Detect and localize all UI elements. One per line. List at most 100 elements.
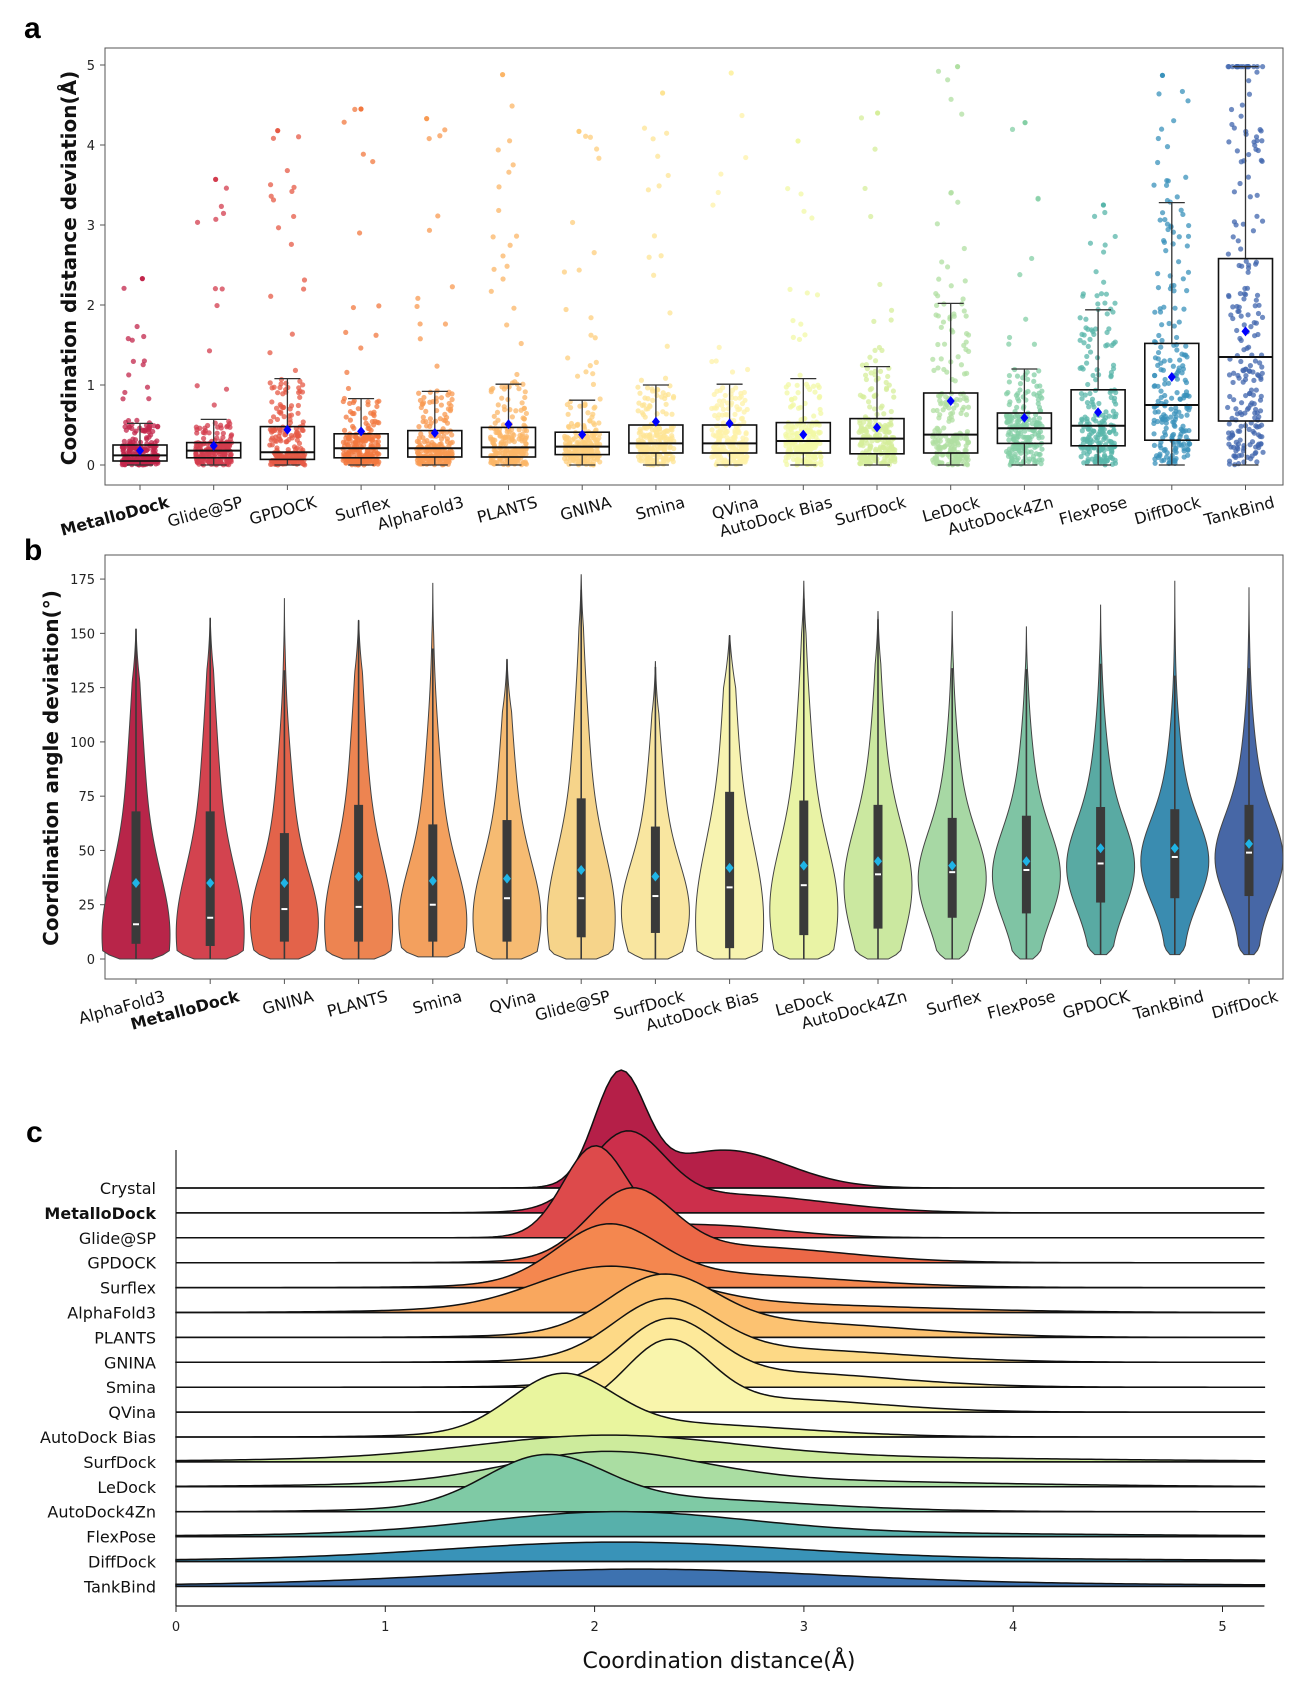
data-point <box>1250 392 1256 398</box>
data-point <box>737 406 743 412</box>
data-point <box>341 119 347 125</box>
data-point <box>818 410 824 416</box>
mean-marker <box>578 429 587 440</box>
data-point <box>944 441 950 447</box>
data-point <box>566 449 572 455</box>
data-point <box>223 185 229 191</box>
ridge-density <box>175 1450 1266 1488</box>
data-point <box>361 442 367 448</box>
data-point <box>1182 377 1188 383</box>
data-point <box>368 410 374 416</box>
mean-marker <box>283 424 292 435</box>
data-point <box>1254 292 1261 298</box>
data-point <box>961 461 967 467</box>
ridge-label: SurfDock <box>83 1453 156 1472</box>
data-point <box>134 417 140 424</box>
data-point <box>879 347 885 353</box>
data-point <box>651 233 658 239</box>
panel-label-b: b <box>24 534 42 567</box>
data-point <box>515 455 522 461</box>
data-point <box>871 318 877 324</box>
data-point <box>1246 151 1252 158</box>
data-point <box>1006 372 1013 379</box>
data-point <box>1087 240 1094 246</box>
data-point <box>963 339 969 345</box>
data-point <box>1245 312 1251 318</box>
data-point <box>1253 423 1259 429</box>
data-point <box>1241 347 1247 353</box>
data-point <box>1079 364 1085 371</box>
data-point <box>949 410 956 416</box>
violin-iqr-box <box>873 804 883 929</box>
data-point <box>877 281 883 288</box>
data-point <box>709 427 715 433</box>
data-point <box>795 390 801 396</box>
data-point <box>594 146 600 152</box>
y-tick-label: 175 <box>70 573 95 588</box>
data-point <box>513 448 519 454</box>
data-point <box>375 433 381 440</box>
data-point <box>1082 414 1088 420</box>
box <box>849 417 905 455</box>
data-point <box>277 436 283 442</box>
data-point <box>1079 331 1085 338</box>
data-point <box>376 303 382 309</box>
data-point <box>565 355 571 361</box>
data-point <box>1031 416 1037 423</box>
data-point <box>1250 428 1256 435</box>
mean-marker <box>132 878 140 889</box>
data-point <box>943 394 949 400</box>
data-point <box>1087 349 1094 355</box>
data-point <box>963 455 969 461</box>
data-point <box>940 319 947 325</box>
data-point <box>891 394 897 400</box>
data-point <box>930 356 936 362</box>
data-point <box>1107 390 1113 396</box>
data-point <box>597 459 603 465</box>
data-point <box>297 394 303 400</box>
data-point <box>933 290 939 297</box>
data-point <box>194 219 201 225</box>
data-point <box>1185 269 1192 275</box>
data-point <box>1163 399 1169 405</box>
data-point <box>211 402 217 408</box>
data-point <box>133 461 140 467</box>
data-point <box>803 381 810 387</box>
data-point <box>197 445 203 451</box>
data-point <box>194 383 200 389</box>
data-point <box>1239 452 1245 458</box>
data-point <box>429 448 435 454</box>
data-point <box>275 128 281 134</box>
x-tick-label: 1 <box>381 1620 389 1635</box>
data-point <box>423 418 429 425</box>
data-point <box>1087 390 1093 397</box>
data-point <box>1017 272 1023 278</box>
data-point <box>1243 258 1249 264</box>
x-tick-label: QVina <box>487 987 538 1018</box>
data-point <box>1246 91 1253 97</box>
data-point <box>1184 354 1190 360</box>
data-point <box>1238 423 1244 429</box>
data-point <box>300 452 306 459</box>
data-point <box>1258 157 1264 163</box>
data-point <box>716 398 723 404</box>
data-point <box>1231 397 1237 403</box>
data-point <box>817 406 823 413</box>
data-point <box>1255 310 1262 317</box>
data-point <box>877 446 883 452</box>
data-point <box>1151 182 1157 188</box>
data-point <box>154 424 161 430</box>
data-point <box>1112 300 1118 306</box>
data-point <box>268 418 274 424</box>
data-point <box>1172 305 1178 311</box>
data-point <box>1152 355 1159 361</box>
data-point <box>1111 340 1117 347</box>
data-point <box>1162 446 1168 453</box>
data-point <box>1101 417 1107 423</box>
data-point <box>867 443 873 449</box>
data-point <box>1030 457 1036 463</box>
data-point <box>713 462 719 468</box>
data-point <box>356 230 363 236</box>
data-point <box>122 424 128 430</box>
